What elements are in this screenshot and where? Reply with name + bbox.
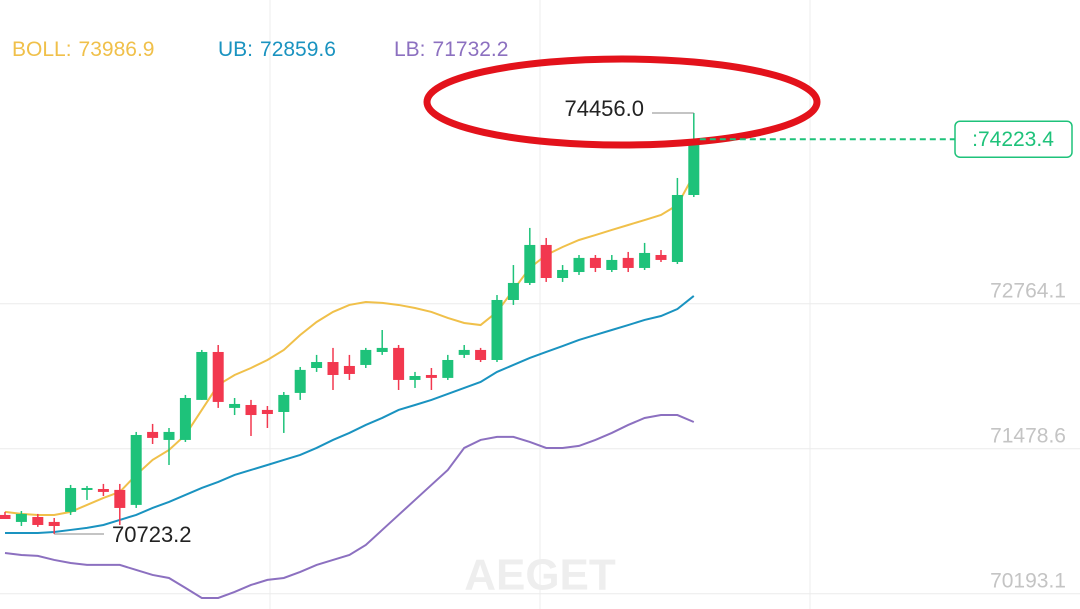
candle-body: [229, 403, 241, 408]
candle-body: [376, 347, 388, 352]
candle-body: [65, 487, 77, 512]
highlight-ellipse: [423, 55, 821, 149]
candle-body: [343, 365, 355, 374]
candle-body: [294, 369, 306, 393]
candle-body: [409, 376, 421, 380]
candle-body: [557, 269, 569, 278]
candle-body: [606, 259, 618, 270]
y-tick-label: 70193.1: [990, 569, 1066, 592]
candles: [0, 113, 700, 534]
candle-body: [48, 521, 60, 526]
candle-body: [130, 434, 142, 505]
candle-body: [261, 409, 273, 415]
y-tick-label: 71478.6: [990, 424, 1066, 447]
y-tick-label: 72764.1: [990, 279, 1066, 302]
vertical-grid: [269, 0, 811, 609]
candle-body: [114, 489, 126, 508]
candle-body: [639, 252, 651, 268]
candle-body: [0, 514, 11, 520]
candle-body: [655, 254, 667, 260]
legend-value: 73986.9: [79, 38, 155, 61]
candle-body: [524, 244, 536, 283]
legend-name: BOLL:: [12, 38, 72, 61]
candle-body: [671, 194, 683, 262]
candle-body: [32, 516, 44, 525]
min-label: 70723.2: [112, 522, 192, 547]
last-price-label: :74223.4: [972, 128, 1054, 151]
max-label: 74456.0: [564, 96, 644, 121]
candle-body: [15, 513, 27, 522]
candle-body: [245, 404, 257, 416]
lines: [4, 174, 695, 599]
candle-body: [475, 349, 487, 360]
candle-body: [311, 362, 323, 368]
candle-body: [278, 394, 290, 412]
candle-body: [540, 244, 552, 278]
candle-body: [491, 299, 503, 360]
candle-body: [327, 362, 339, 375]
candle-body: [393, 347, 405, 380]
candle-body: [196, 351, 208, 400]
candle-body: [97, 489, 109, 492]
legend: BOLL: 73986.9 UB: 72859.6 LB: 71732.2: [12, 38, 508, 61]
candle-body: [507, 282, 519, 300]
indicator-line: [4, 414, 695, 599]
indicator-line: [5, 295, 695, 534]
candle-body: [179, 397, 191, 440]
legend-value: 72859.6: [260, 38, 336, 61]
candle-body: [163, 431, 175, 440]
legend-name: LB:: [394, 38, 426, 61]
last-price-box: [954, 120, 1073, 158]
candle-body: [360, 349, 372, 365]
candle-body: [81, 487, 93, 490]
candle-body: [212, 351, 224, 402]
indicator-line: [4, 174, 695, 516]
grid: 72764.1 71478.6 70193.1: [0, 279, 1080, 595]
candle-body: [425, 374, 437, 378]
candle-body: [573, 257, 585, 273]
annotations: 74456.0 70723.2 :74223.4: [54, 96, 1073, 547]
candle-body: [458, 349, 470, 355]
candle-body: [688, 139, 700, 195]
candle-body: [442, 359, 454, 378]
candle-body: [622, 257, 634, 268]
legend-name: UB:: [218, 38, 253, 61]
legend-value: 71732.2: [433, 38, 509, 61]
candle-body: [147, 431, 159, 438]
watermark: AEGET: [464, 551, 616, 600]
candle-body: [589, 257, 601, 268]
